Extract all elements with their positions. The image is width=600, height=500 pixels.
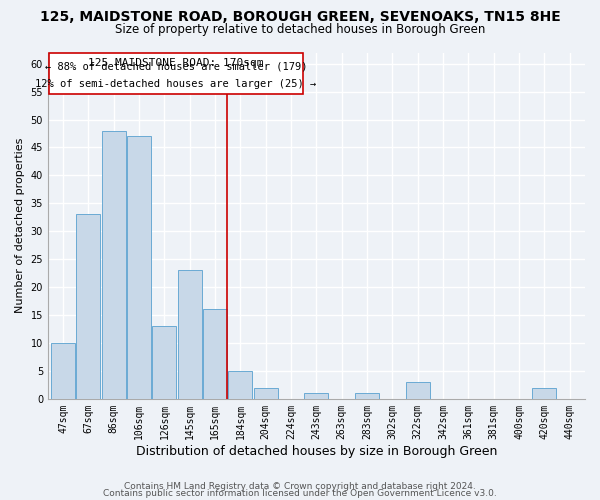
Bar [152, 326, 176, 399]
Bar [304, 393, 328, 399]
Text: Contains public sector information licensed under the Open Government Licence v3: Contains public sector information licen… [103, 490, 497, 498]
Text: 125 MAIDSTONE ROAD: 170sqm: 125 MAIDSTONE ROAD: 170sqm [88, 58, 263, 68]
Bar [51, 343, 75, 399]
Text: 12% of semi-detached houses are larger (25) →: 12% of semi-detached houses are larger (… [35, 79, 316, 89]
Text: ← 88% of detached houses are smaller (179): ← 88% of detached houses are smaller (17… [44, 62, 307, 72]
Bar [406, 382, 430, 399]
Bar [203, 310, 227, 399]
Text: 125, MAIDSTONE ROAD, BOROUGH GREEN, SEVENOAKS, TN15 8HE: 125, MAIDSTONE ROAD, BOROUGH GREEN, SEVE… [40, 10, 560, 24]
Y-axis label: Number of detached properties: Number of detached properties [15, 138, 25, 314]
Bar [76, 214, 100, 399]
Bar [102, 130, 126, 399]
Bar [532, 388, 556, 399]
Bar [229, 371, 253, 399]
Bar [127, 136, 151, 399]
Text: Contains HM Land Registry data © Crown copyright and database right 2024.: Contains HM Land Registry data © Crown c… [124, 482, 476, 491]
Bar [355, 393, 379, 399]
Text: Size of property relative to detached houses in Borough Green: Size of property relative to detached ho… [115, 22, 485, 36]
Bar [178, 270, 202, 399]
Bar [254, 388, 278, 399]
FancyBboxPatch shape [49, 52, 302, 94]
X-axis label: Distribution of detached houses by size in Borough Green: Distribution of detached houses by size … [136, 444, 497, 458]
